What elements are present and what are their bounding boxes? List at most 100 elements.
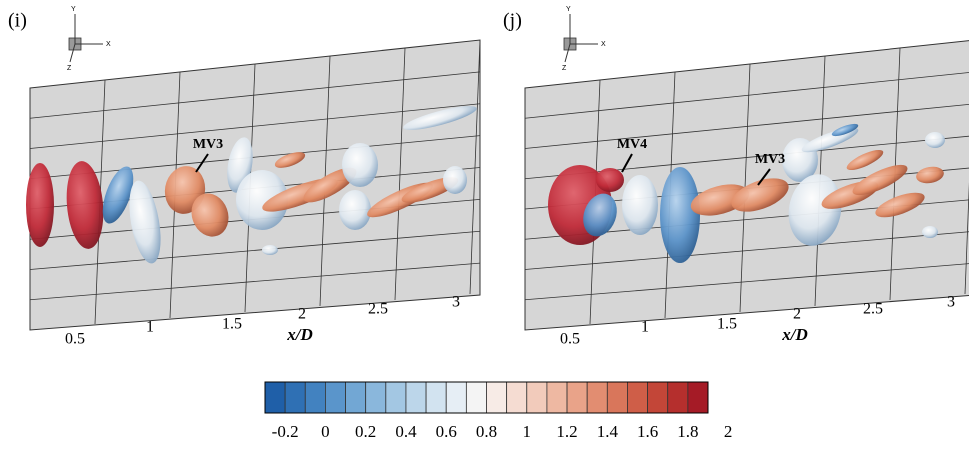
vortex-structure <box>236 170 288 230</box>
tick-label: 3 <box>452 294 460 311</box>
panel-label: (j) <box>503 10 522 32</box>
tick-label: 2 <box>793 306 801 323</box>
grid-line <box>469 39 481 295</box>
vortex-structure <box>596 168 624 192</box>
panel: (i) Y X Z 0.5 1 1.5 2 2.5 3 x/D MV3 <box>8 6 481 348</box>
vortex-structure <box>342 143 378 187</box>
axis-label: x/D <box>286 325 313 344</box>
colorbar-segment <box>667 381 689 414</box>
vortex-structure <box>443 166 467 194</box>
colorbar-segment <box>325 381 346 414</box>
grid-line <box>524 135 969 180</box>
grid-line <box>394 47 406 301</box>
triad-label: X <box>601 41 606 48</box>
colorbar-segment <box>647 381 669 414</box>
triad-axis <box>69 43 76 63</box>
grid-line <box>29 262 481 301</box>
grid-line <box>524 72 969 119</box>
vortex-structure <box>831 123 859 137</box>
grid-line <box>29 103 481 149</box>
colorbar-segment <box>405 381 427 414</box>
colorbar-label: 2 <box>724 422 733 441</box>
panel: (j) Y X Z 0.5 1 1.5 2 2.5 3 x/D MV4 MV3 <box>503 6 969 348</box>
grid-line <box>29 230 481 270</box>
colorbar-label: 0.8 <box>476 422 497 441</box>
grid-line <box>29 71 481 119</box>
vortex-structure <box>191 193 229 237</box>
vortex-structure <box>303 167 357 203</box>
vortex-structure <box>788 174 842 246</box>
tick-label: 1 <box>146 319 154 336</box>
colorbar-segment <box>526 381 548 414</box>
colorbar-segment <box>365 381 387 414</box>
colorbar-label: -0.2 <box>272 422 299 441</box>
colorbar-segment <box>486 381 508 414</box>
axis-label: x/D <box>781 325 808 344</box>
colorbar-segment <box>506 381 528 414</box>
colorbar-label: 1.4 <box>597 422 619 441</box>
tick-label: 2.5 <box>863 301 883 318</box>
annotation: MV4 <box>617 137 647 152</box>
colorbar-segment <box>566 381 588 414</box>
vortex-structure <box>66 161 104 249</box>
colorbar-label: 1.6 <box>637 422 658 441</box>
tick-label: 3 <box>947 294 955 311</box>
colorbar-label: 0 <box>321 422 330 441</box>
colorbar-label: 1.8 <box>677 422 698 441</box>
vortex-structure <box>583 193 617 237</box>
annotation-arrow <box>757 168 771 186</box>
colorbar-label: 0.4 <box>395 422 417 441</box>
tick-label: 0.5 <box>65 331 85 348</box>
vortex-structure <box>26 163 54 247</box>
vortex-structure <box>339 190 371 230</box>
vortex-structure <box>916 166 944 184</box>
grid-line <box>524 231 969 270</box>
colorbar-segment <box>546 381 568 414</box>
vortex-structure <box>403 106 477 130</box>
colorbar-segment <box>345 381 367 414</box>
tick-label: 1 <box>641 319 649 336</box>
colorbar-segment <box>687 381 709 414</box>
vortex-structure <box>731 178 789 212</box>
vortex-structure <box>262 245 278 255</box>
vortex-structure <box>852 164 908 196</box>
tick-label: 2 <box>298 306 306 323</box>
vortex-structure <box>875 192 925 218</box>
panel-label: (i) <box>8 10 27 32</box>
vortex-structure <box>274 152 306 168</box>
vortex-structure <box>129 180 161 264</box>
colorbar-segment <box>264 381 286 414</box>
colorbar-segment <box>606 381 628 414</box>
colorbar-segment <box>465 381 487 414</box>
vortex-structure <box>846 149 884 171</box>
grid-line <box>524 103 969 149</box>
colorbar-segment <box>304 381 326 414</box>
tick-label: 1.5 <box>717 316 737 333</box>
tick-label: 0.5 <box>560 331 580 348</box>
colorbar-segment <box>445 381 467 414</box>
colorbar-label: 1 <box>523 422 532 441</box>
annotation-arrow <box>621 153 633 173</box>
triad-label: Y <box>71 6 76 13</box>
triad-axis <box>564 43 571 63</box>
grid-line <box>964 182 969 295</box>
colorbar-frame <box>264 381 709 414</box>
triad-label: X <box>106 41 111 48</box>
colorbar-segment <box>284 381 306 414</box>
colorbar-label: 0.2 <box>355 422 376 441</box>
colorbar-segment <box>425 381 447 414</box>
grid-line <box>524 263 969 301</box>
triad-label: Z <box>67 65 72 72</box>
annotation-arrow <box>195 153 209 173</box>
vortex-structure <box>622 175 658 235</box>
colorbar: -0.2 0 0.2 0.4 0.6 0.8 1 1.2 1.4 1.6 1.8 2 <box>264 381 733 441</box>
annotation: MV3 <box>755 152 785 167</box>
vortex-structure <box>922 226 938 238</box>
colorbar-segment <box>627 381 648 414</box>
colorbar-segment <box>385 381 407 414</box>
tick-label: 2.5 <box>368 301 388 318</box>
colorbar-label: 0.6 <box>436 422 457 441</box>
triad-label: Z <box>562 65 567 72</box>
tick-label: 1.5 <box>222 316 242 333</box>
